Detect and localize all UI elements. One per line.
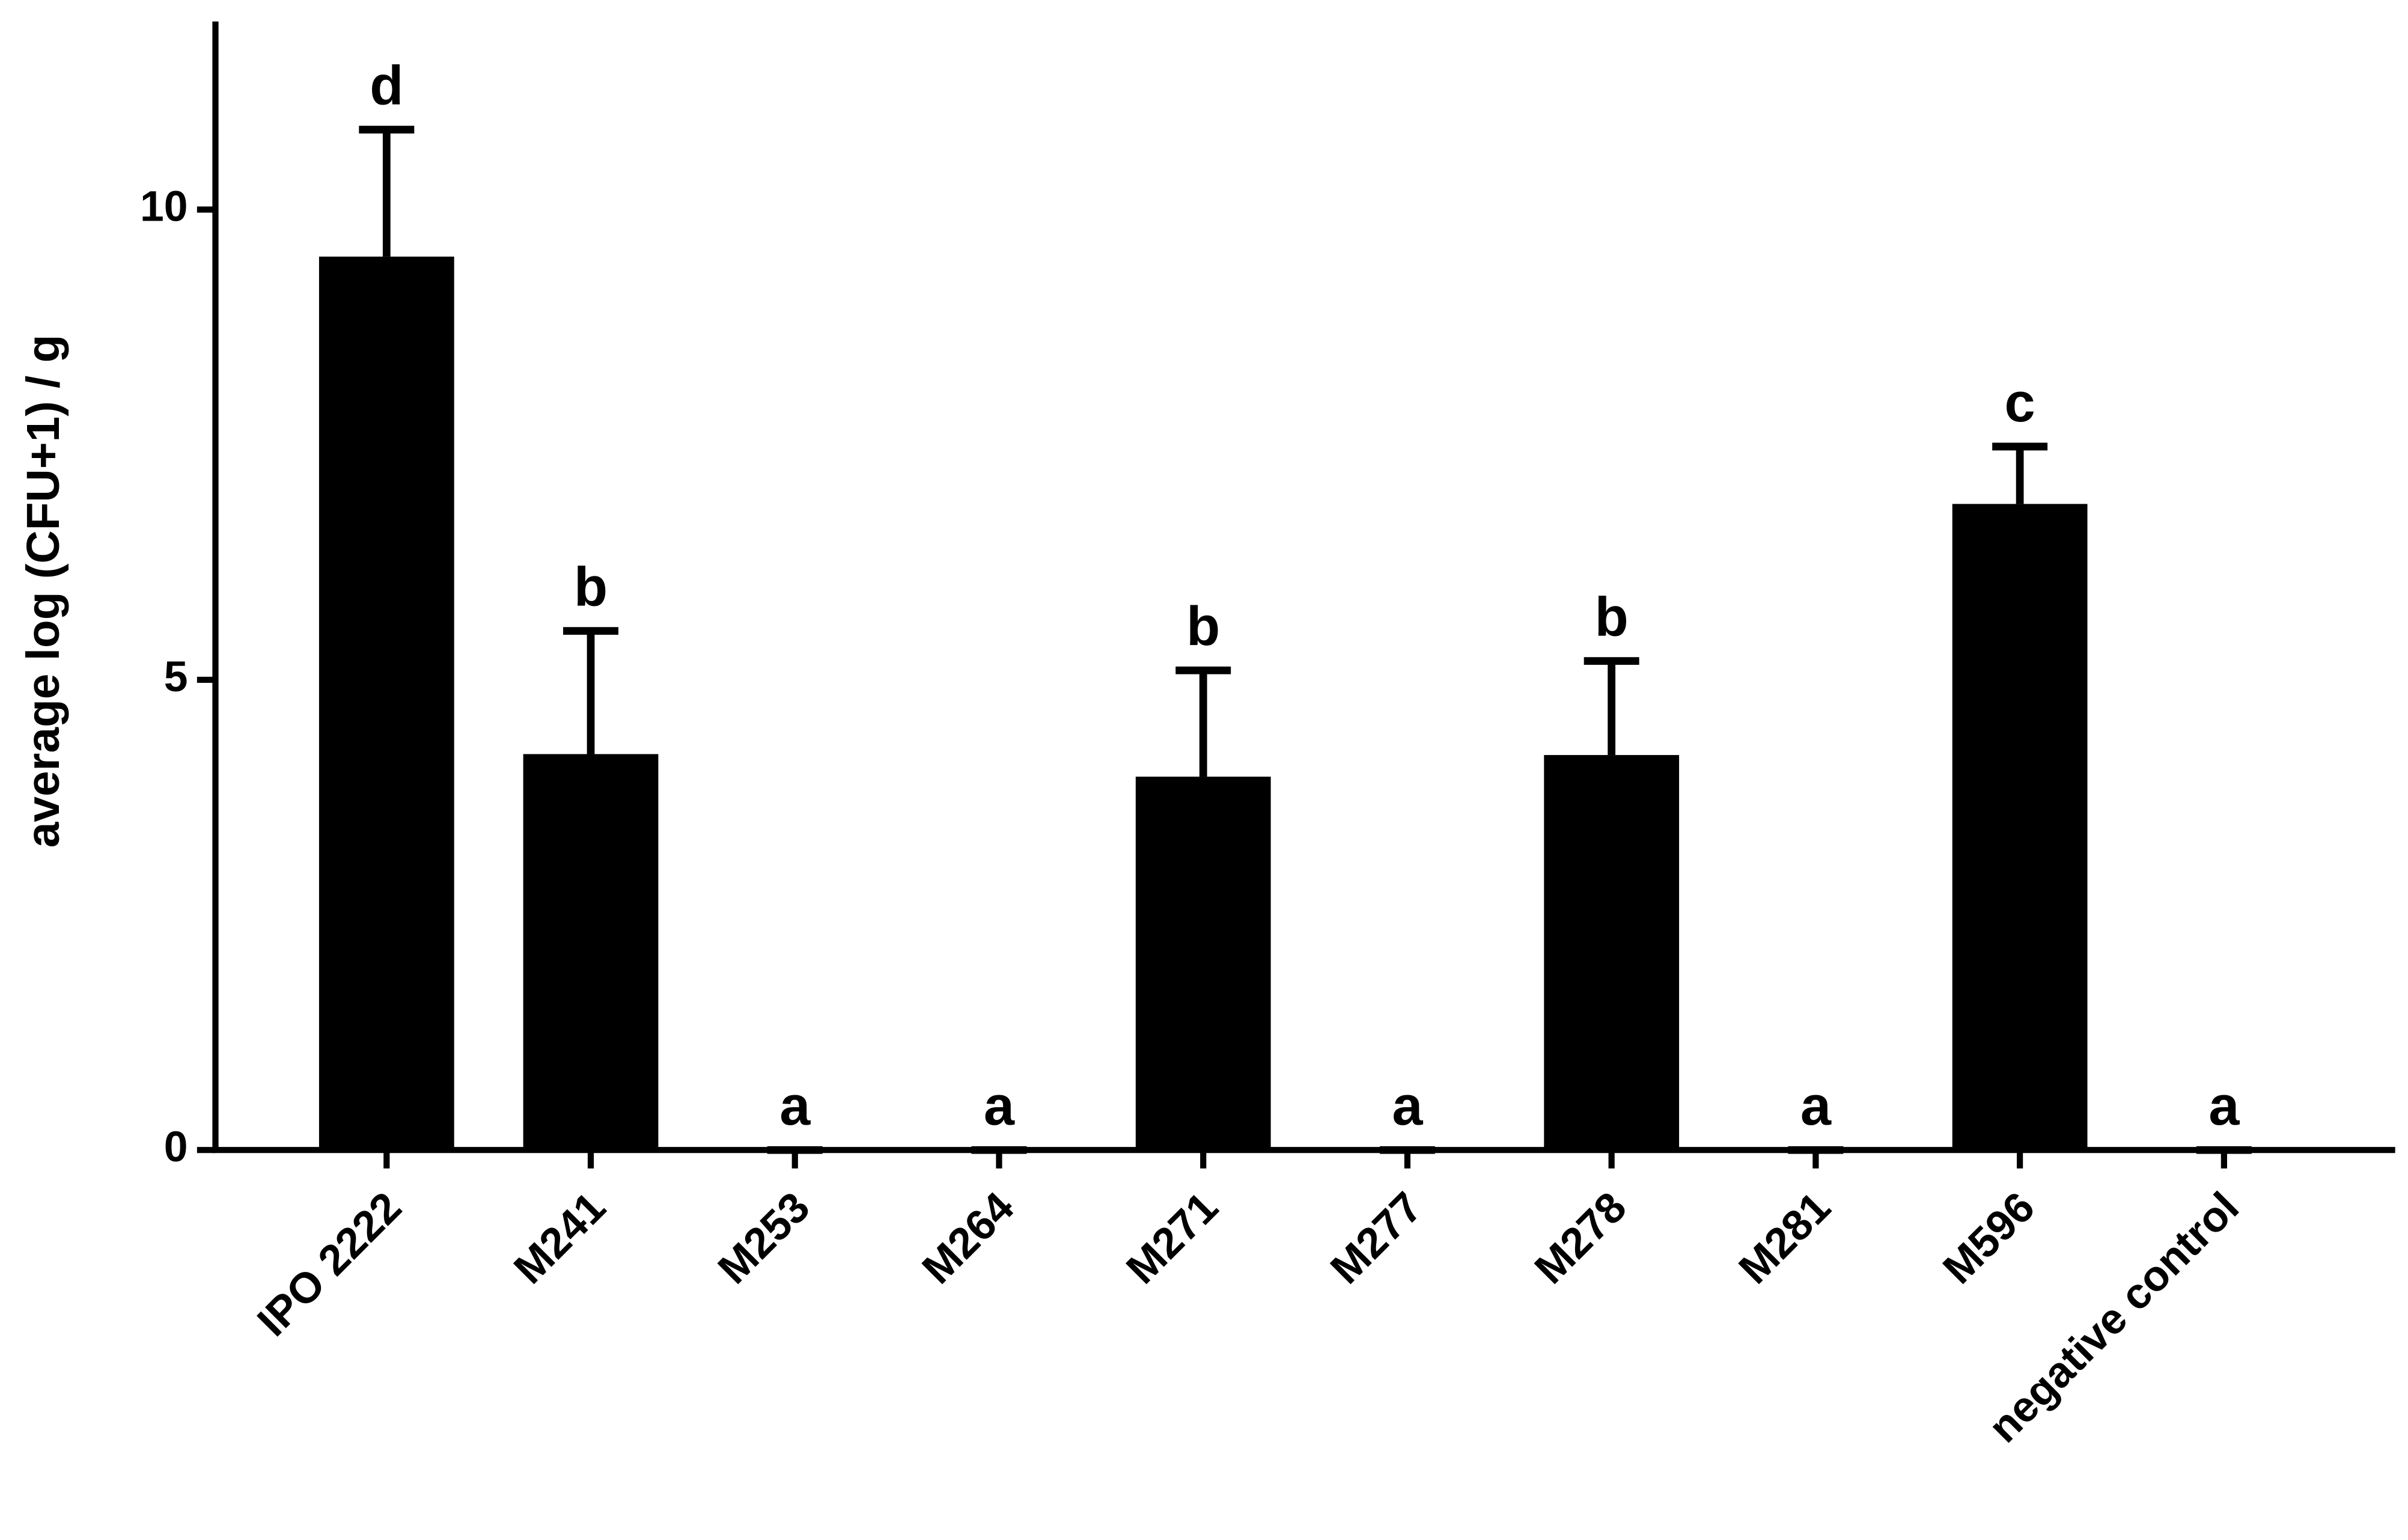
bar xyxy=(1135,777,1271,1150)
significance-letter: a xyxy=(984,1075,1015,1137)
x-tick-label: IPO 2222 xyxy=(248,1183,410,1345)
error-bar xyxy=(359,126,415,257)
error-bar xyxy=(1583,657,1639,756)
y-tick-label: 10 xyxy=(140,183,188,231)
x-tick-label: M253 xyxy=(709,1183,819,1293)
y-axis-label: average log (CFU+1) / g xyxy=(18,335,69,848)
significance-letter: c xyxy=(2005,372,2035,433)
significance-letter: b xyxy=(1595,587,1629,648)
significance-letter: a xyxy=(779,1075,811,1137)
significance-letter: b xyxy=(1186,596,1220,657)
significance-letter: a xyxy=(1392,1075,1423,1137)
x-tick-label: M241 xyxy=(505,1183,615,1293)
x-tick-label: M277 xyxy=(1321,1183,1431,1293)
error-bar xyxy=(1992,442,2048,504)
x-tick-label: M271 xyxy=(1117,1183,1227,1293)
y-tick-label: 0 xyxy=(164,1123,188,1171)
x-tick-label: M264 xyxy=(913,1183,1023,1293)
significance-letter: b xyxy=(574,556,608,617)
x-tick-label: M281 xyxy=(1730,1183,1840,1293)
error-bar xyxy=(1175,666,1231,777)
x-tick-label: M278 xyxy=(1526,1183,1636,1293)
significance-letter: d xyxy=(370,55,403,117)
bar xyxy=(1544,755,1680,1150)
bar xyxy=(523,754,659,1150)
x-tick-label: M596 xyxy=(1934,1183,2044,1293)
significance-letter: a xyxy=(1800,1075,1832,1137)
significance-letter: a xyxy=(2208,1075,2240,1137)
y-tick-label: 5 xyxy=(164,653,188,701)
bar xyxy=(1952,504,2088,1150)
error-bar xyxy=(563,627,619,754)
bar xyxy=(319,256,454,1150)
